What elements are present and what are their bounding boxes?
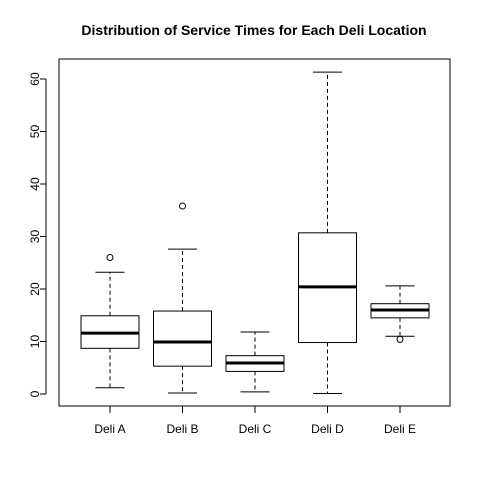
y-tick-label: 60 xyxy=(28,72,42,86)
box-deli-d xyxy=(298,71,357,394)
x-tick-label: Deli D xyxy=(311,422,344,436)
y-tick-label: 30 xyxy=(28,230,42,244)
boxes-group xyxy=(80,71,430,394)
box-deli-e xyxy=(370,285,430,343)
y-tick-label: 40 xyxy=(28,177,42,191)
x-tick-label: Deli A xyxy=(94,422,125,436)
y-tick-label: 10 xyxy=(28,335,42,349)
y-tick-label: 50 xyxy=(28,125,42,139)
outlier-point xyxy=(396,335,404,343)
x-axis: Deli A Deli B Deli C Deli D Deli E xyxy=(94,405,416,436)
x-tick-label: Deli E xyxy=(384,422,416,436)
y-axis: 0 10 20 30 40 50 60 xyxy=(28,72,47,397)
y-tick-label: 20 xyxy=(28,282,42,296)
outlier-point xyxy=(106,254,114,261)
outlier-point xyxy=(179,202,186,210)
x-tick-label: Deli C xyxy=(239,422,272,436)
box-deli-b xyxy=(153,202,212,394)
iqr-box xyxy=(153,310,212,367)
box-deli-c xyxy=(225,331,285,393)
x-tick-label: Deli B xyxy=(166,422,198,436)
chart-title: Distribution of Service Times for Each D… xyxy=(81,22,426,38)
box-deli-a xyxy=(80,254,140,389)
y-tick-label: 0 xyxy=(28,390,42,397)
